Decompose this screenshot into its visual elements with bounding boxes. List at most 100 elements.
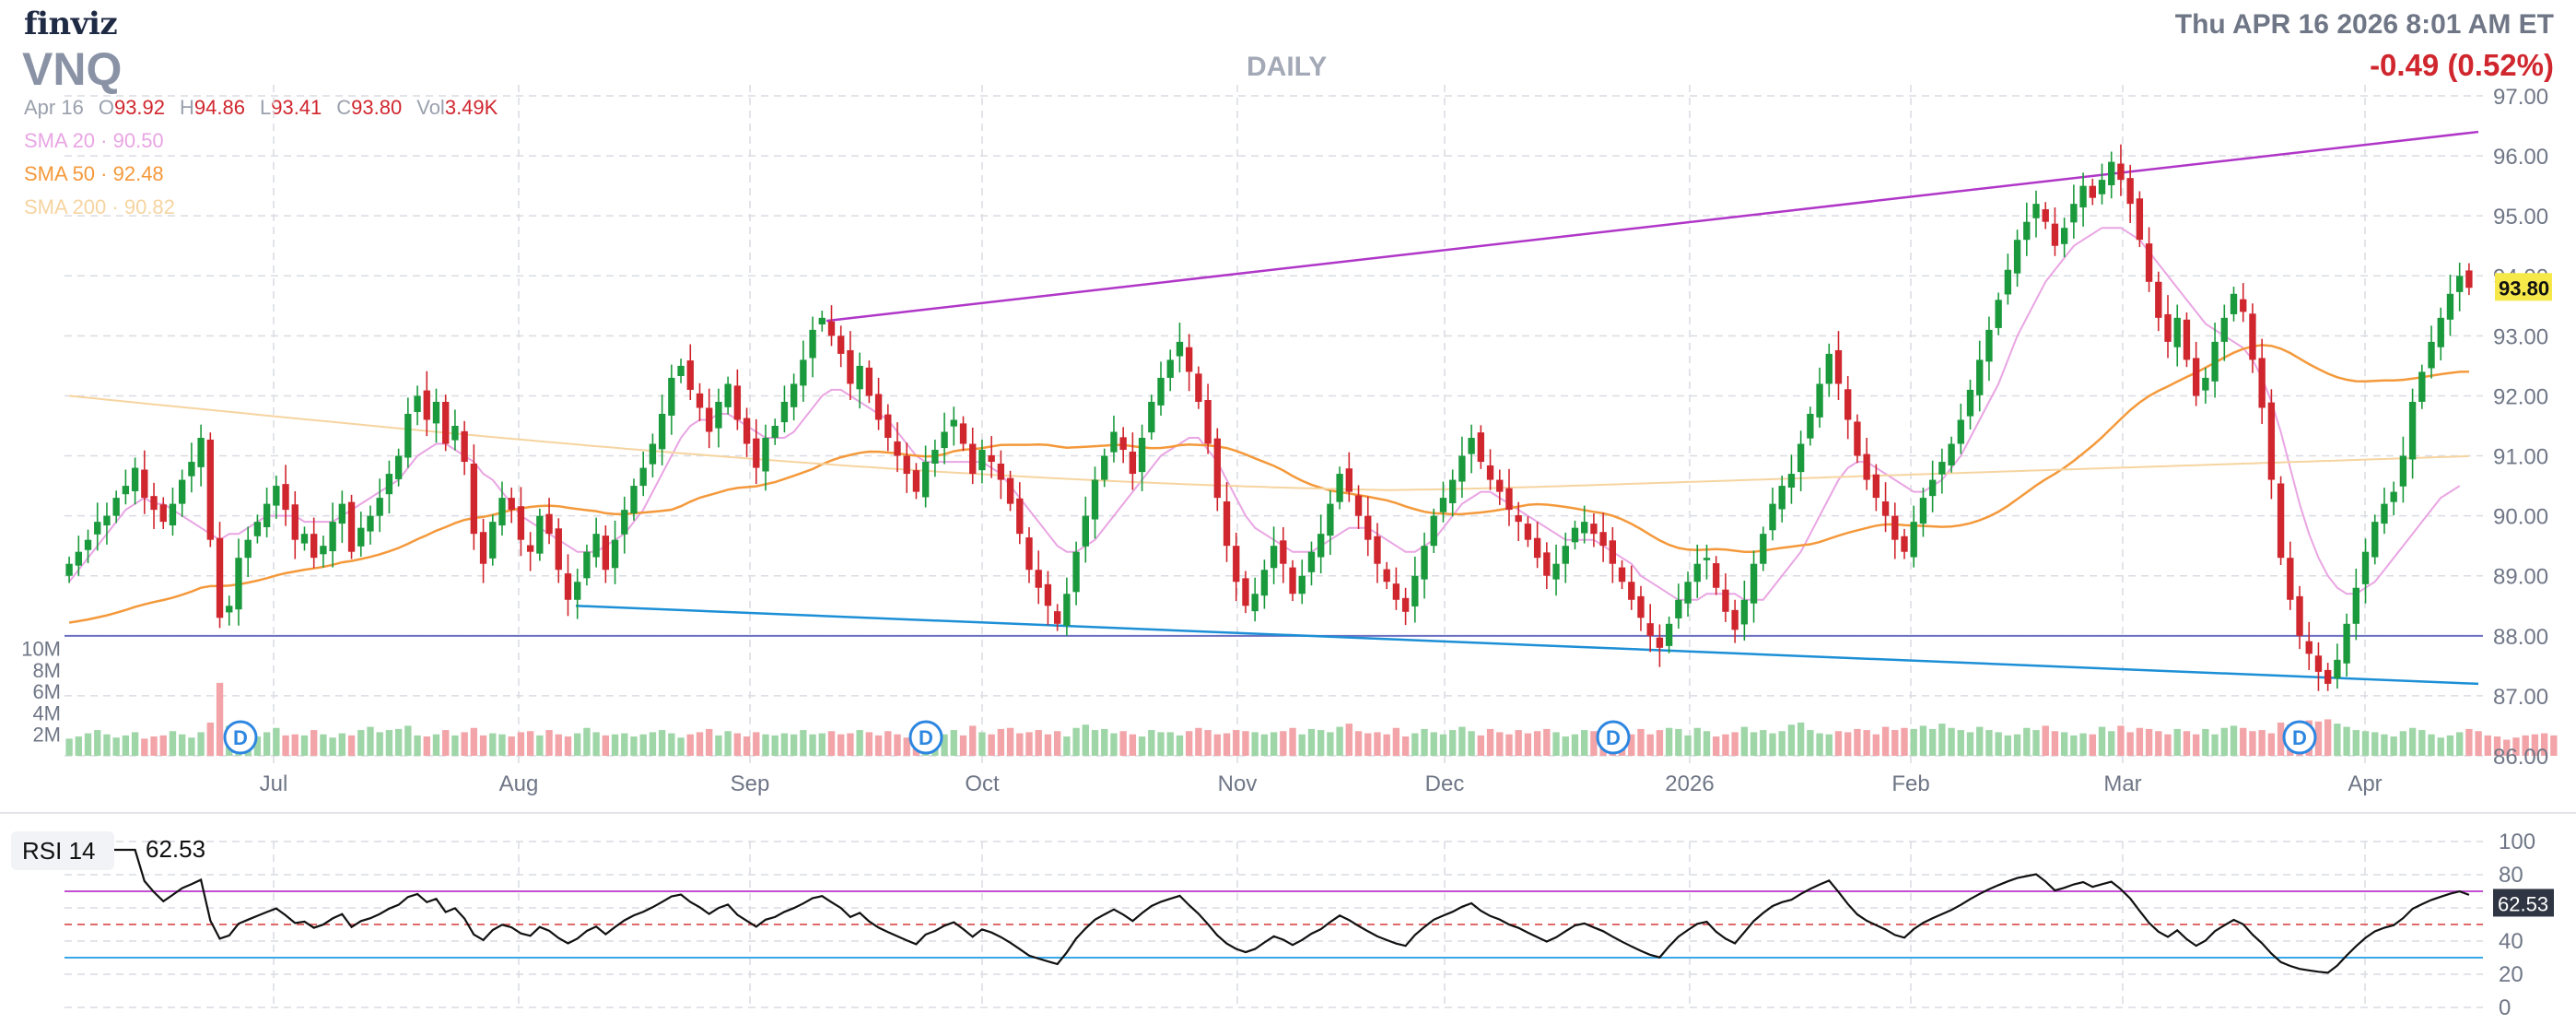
candle-body: [2305, 641, 2313, 654]
candle-body: [2249, 313, 2256, 360]
volume-bar: [1750, 732, 1758, 756]
candle-body: [1995, 300, 2002, 328]
candle-body: [1533, 537, 1541, 559]
candle-body: [300, 534, 309, 544]
candle-body: [1872, 474, 1880, 499]
volume-bar: [771, 735, 779, 756]
rsi-tick-label: 0: [2499, 995, 2511, 1020]
volume-bar: [1242, 731, 1249, 756]
volume-bar: [1119, 731, 1127, 756]
volume-bar: [1966, 732, 1974, 756]
volume-bar: [658, 730, 666, 756]
candle-body: [94, 522, 101, 535]
volume-bar: [489, 733, 497, 756]
volume-bar: [753, 732, 760, 756]
candle-body: [2399, 455, 2407, 487]
candle-body: [1618, 567, 1626, 583]
upper-trendline: [825, 130, 2479, 323]
candle-body: [226, 606, 233, 613]
candle-body: [2183, 319, 2191, 360]
volume-bar: [2475, 731, 2482, 756]
volume-bar: [2352, 730, 2359, 756]
candle-body: [423, 390, 430, 420]
finviz-logo[interactable]: finviz: [24, 6, 118, 42]
candle-body: [1327, 503, 1334, 536]
candle-body: [2465, 270, 2473, 288]
sma50-legend[interactable]: SMA 50 · 92.48: [24, 162, 164, 185]
volume-bar: [2089, 734, 2096, 756]
volume-bar: [762, 734, 769, 756]
month-tick-label: Jul: [260, 771, 288, 796]
volume-bar: [2023, 727, 2031, 756]
ticker-symbol: VNQ: [22, 43, 123, 95]
candle-body: [451, 426, 459, 441]
volume-bar: [414, 735, 421, 756]
volume-bar: [2465, 728, 2473, 756]
volume-bar: [1693, 727, 1701, 756]
candle-body: [2334, 659, 2341, 679]
volume-bar: [564, 736, 572, 756]
volume-bar: [1505, 734, 1513, 756]
candle-body: [753, 438, 760, 468]
candle-body: [2437, 317, 2444, 347]
candle-body: [1072, 551, 1080, 593]
candle-body: [1468, 438, 1475, 454]
lower-trendline: [575, 605, 2479, 686]
candle-body: [1458, 455, 1466, 482]
volume-bar: [1044, 734, 1052, 756]
volume-bar: [150, 736, 158, 756]
volume-bar: [536, 735, 544, 756]
volume-bar: [1336, 726, 1343, 756]
candle-body: [1825, 353, 1832, 384]
candle-body: [1816, 383, 1823, 418]
volume-bar: [432, 734, 440, 756]
candle-body: [1769, 503, 1776, 531]
candle-body: [131, 467, 139, 491]
candle-body: [414, 395, 421, 413]
volume-bar: [545, 730, 553, 756]
sma20-legend[interactable]: SMA 20 · 90.50: [24, 129, 164, 152]
candle-body: [1006, 477, 1014, 504]
candle-body: [65, 563, 73, 576]
volume-bar: [2267, 733, 2276, 756]
candle-body: [394, 455, 403, 479]
volume-bar: [2013, 734, 2021, 756]
volume-bar: [2098, 726, 2106, 756]
volume-bar: [950, 730, 957, 756]
volume-bar: [1552, 732, 1560, 756]
candle-body: [555, 528, 562, 571]
volume-bar: [1439, 734, 1447, 756]
candle-body: [2089, 185, 2096, 198]
candle-body: [677, 365, 685, 376]
volume-bar: [1110, 733, 1118, 756]
volume-bar: [884, 731, 892, 756]
candle-body: [1336, 474, 1343, 502]
sma200-legend[interactable]: SMA 200 · 90.82: [24, 195, 175, 218]
volume-bar: [1778, 731, 1786, 756]
candle-body: [1938, 462, 1946, 475]
volume-bar: [131, 732, 139, 756]
rsi-label[interactable]: RSI 14: [11, 831, 114, 870]
volume-bar: [1091, 730, 1099, 756]
volume-bar: [959, 735, 967, 756]
volume-bar: [1646, 734, 1654, 756]
sma20-value: 90.50: [112, 129, 164, 152]
rsi-tick-label: 40: [2499, 929, 2523, 954]
candle-body: [658, 413, 666, 450]
candle-body: [1486, 465, 1494, 480]
candle-body: [2277, 483, 2285, 559]
timeframe-label[interactable]: DAILY: [1247, 52, 1328, 82]
volume-bar: [1938, 724, 1946, 756]
month-tick-label: Feb: [1891, 771, 1929, 796]
candle-body: [1439, 498, 1447, 512]
volume-bar: [385, 730, 393, 756]
volume-bar: [2314, 721, 2323, 756]
volume-bar: [818, 733, 825, 756]
volume-bar: [1713, 736, 1720, 756]
candle-body: [771, 426, 779, 439]
candle-body: [1863, 453, 1870, 480]
volume-bar: [84, 733, 92, 756]
candle-body: [564, 573, 572, 600]
volume-bar: [2371, 732, 2379, 756]
